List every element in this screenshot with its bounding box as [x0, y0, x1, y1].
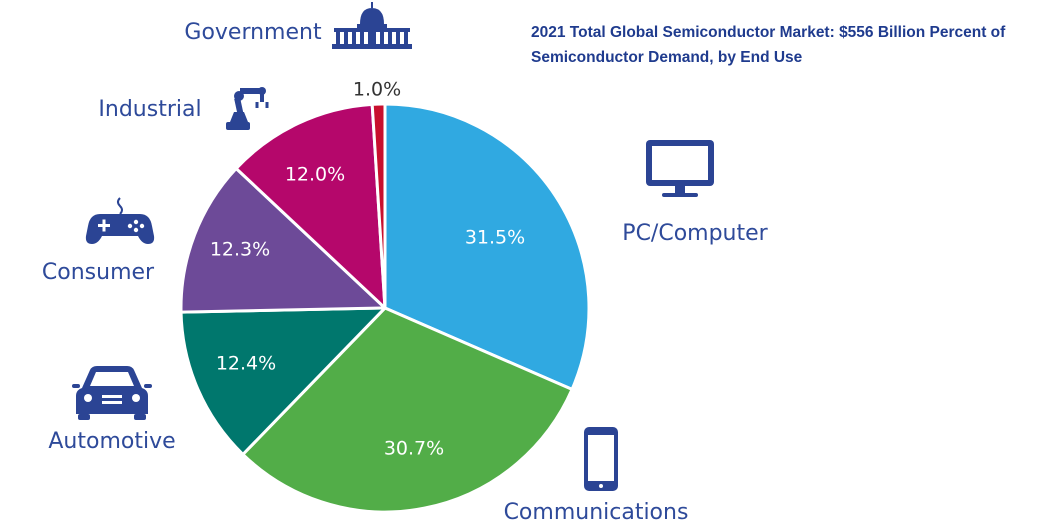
percent-labels: 31.5% 30.7% 12.4% 12.3% 12.0% 1.0%	[210, 79, 525, 460]
percent-label: 1.0%	[353, 79, 401, 101]
chart-title: 2021 Total Global Semiconductor Market: …	[531, 24, 1006, 66]
percent-label: 12.0%	[285, 164, 345, 186]
pie-slices	[179, 102, 591, 514]
percent-label: 31.5%	[465, 227, 525, 249]
percent-label: 12.4%	[216, 353, 276, 375]
category-label: Industrial	[98, 97, 201, 122]
capitol-building-icon	[332, 2, 412, 49]
pie-slice-automotive	[179, 306, 387, 456]
pie-slice-communications	[241, 306, 574, 514]
monitor-icon	[646, 140, 714, 197]
pie-slice-consumer	[179, 166, 387, 314]
category-icons	[72, 2, 714, 491]
category-label: Consumer	[42, 260, 155, 285]
category-label: PC/Computer	[622, 221, 768, 246]
pie-slice-industrial	[234, 102, 387, 310]
pie-slice-government	[370, 102, 387, 310]
category-labels: PC/Computer Communications Automotive Consu…	[42, 20, 769, 525]
category-label: Government	[184, 20, 322, 45]
category-label: Automotive	[48, 429, 175, 454]
smartphone-icon	[584, 427, 618, 491]
robot-arm-icon	[226, 87, 269, 130]
percent-label: 12.3%	[210, 239, 270, 261]
car-icon	[72, 366, 152, 420]
pie-slice-pc-computer	[383, 102, 591, 391]
percent-label: 30.7%	[384, 438, 444, 460]
gamepad-icon	[85, 197, 155, 244]
category-label: Communications	[504, 500, 689, 525]
